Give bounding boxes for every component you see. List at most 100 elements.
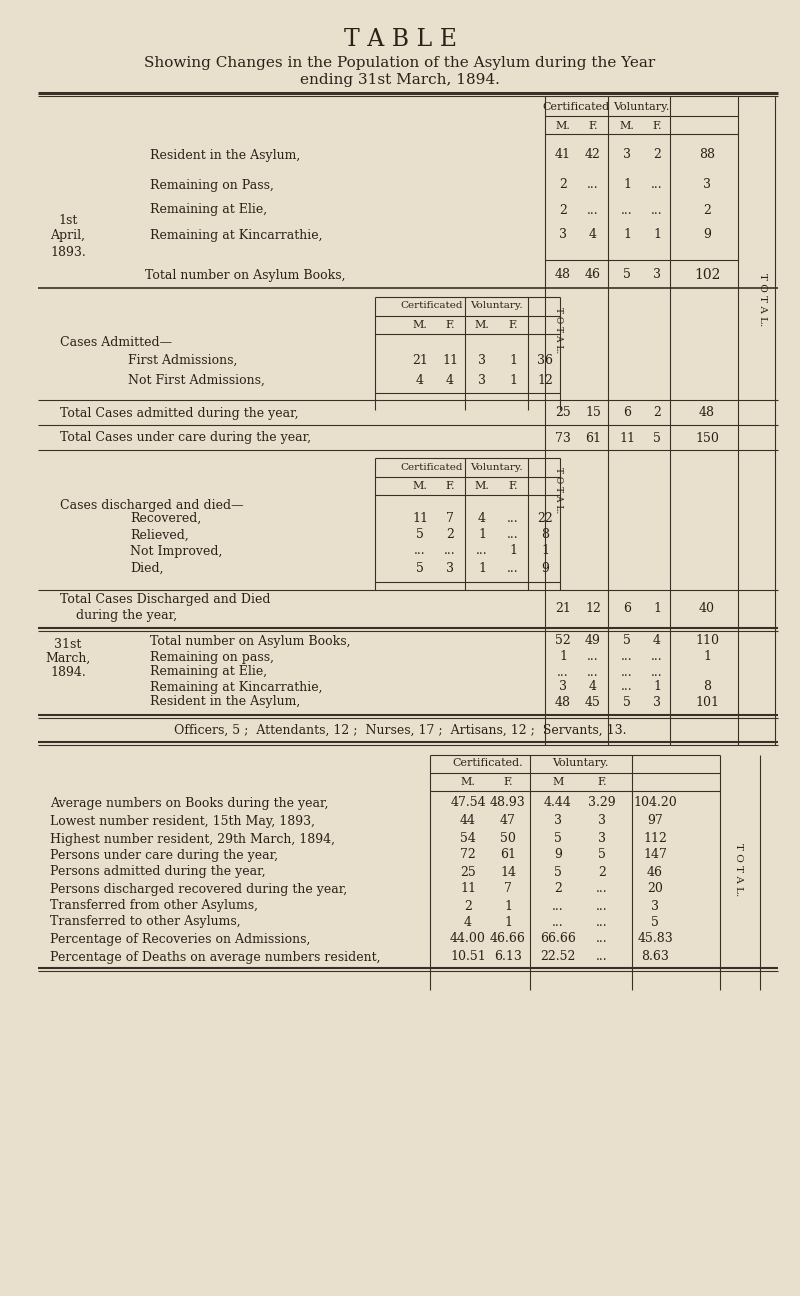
Text: 11: 11 (442, 354, 458, 367)
Text: ...: ... (414, 544, 426, 557)
Text: 5: 5 (653, 432, 661, 445)
Text: Percentage of Deaths on average numbers resident,: Percentage of Deaths on average numbers … (50, 950, 381, 963)
Text: 6: 6 (623, 407, 631, 420)
Text: T A B L E: T A B L E (343, 29, 457, 51)
Text: Not Improved,: Not Improved, (130, 544, 222, 557)
Text: 4.44: 4.44 (544, 797, 572, 810)
Text: 15: 15 (585, 407, 601, 420)
Text: T O T A L.: T O T A L. (734, 844, 742, 897)
Text: 48.93: 48.93 (490, 797, 526, 810)
Text: Transferred to other Asylums,: Transferred to other Asylums, (50, 915, 241, 928)
Text: Persons discharged recovered during the year,: Persons discharged recovered during the … (50, 883, 347, 896)
Text: Total number on Asylum Books,: Total number on Asylum Books, (145, 268, 346, 281)
Text: Voluntary.: Voluntary. (470, 463, 522, 472)
Text: 49: 49 (585, 635, 601, 648)
Text: 1: 1 (504, 899, 512, 912)
Text: ...: ... (596, 950, 608, 963)
Text: Total Cases under care during the year,: Total Cases under care during the year, (60, 432, 311, 445)
Text: 46: 46 (647, 866, 663, 879)
Text: 4: 4 (653, 635, 661, 648)
Text: 54: 54 (460, 832, 476, 845)
Text: Remaining at Kincarrathie,: Remaining at Kincarrathie, (150, 228, 322, 241)
Text: 1: 1 (478, 529, 486, 542)
Text: 1: 1 (653, 601, 661, 614)
Text: 1: 1 (509, 373, 517, 386)
Text: 8: 8 (703, 680, 711, 693)
Text: 2: 2 (559, 179, 567, 192)
Text: 150: 150 (695, 432, 719, 445)
Text: Remaining at Elie,: Remaining at Elie, (150, 203, 267, 216)
Text: 25: 25 (555, 407, 571, 420)
Text: M.: M. (474, 320, 490, 330)
Text: Highest number resident, 29th March, 1894,: Highest number resident, 29th March, 189… (50, 832, 335, 845)
Text: 45.83: 45.83 (637, 933, 673, 946)
Text: ...: ... (621, 666, 633, 679)
Text: 1893.: 1893. (50, 245, 86, 258)
Text: 1: 1 (623, 228, 631, 241)
Text: 2: 2 (464, 899, 472, 912)
Text: F.: F. (508, 481, 518, 491)
Text: ...: ... (507, 512, 519, 525)
Text: 48: 48 (555, 696, 571, 709)
Text: 46.66: 46.66 (490, 933, 526, 946)
Text: Resident in the Asylum,: Resident in the Asylum, (150, 149, 300, 162)
Text: Remaining on Pass,: Remaining on Pass, (150, 179, 274, 192)
Text: 5: 5 (416, 529, 424, 542)
Text: 45: 45 (585, 696, 601, 709)
Text: 2: 2 (703, 203, 711, 216)
Text: 11: 11 (412, 512, 428, 525)
Text: 1: 1 (653, 228, 661, 241)
Text: M.: M. (555, 121, 570, 131)
Text: Voluntary.: Voluntary. (470, 302, 522, 311)
Text: 3: 3 (598, 832, 606, 845)
Text: 3: 3 (653, 696, 661, 709)
Text: Officers, 5 ;  Attendants, 12 ;  Nurses, 17 ;  Artisans, 12 ;  Servants, 13.: Officers, 5 ; Attendants, 12 ; Nurses, 1… (174, 723, 626, 736)
Text: 12: 12 (585, 601, 601, 614)
Text: 40: 40 (699, 601, 715, 614)
Text: Voluntary.: Voluntary. (552, 758, 608, 769)
Text: ...: ... (476, 544, 488, 557)
Text: ...: ... (444, 544, 456, 557)
Text: 73: 73 (555, 432, 571, 445)
Text: ...: ... (587, 666, 599, 679)
Text: T O T A L.: T O T A L. (554, 467, 562, 513)
Text: 3: 3 (703, 179, 711, 192)
Text: 4: 4 (589, 228, 597, 241)
Text: 61: 61 (585, 432, 601, 445)
Text: 10.51: 10.51 (450, 950, 486, 963)
Text: Remaining at Elie,: Remaining at Elie, (150, 666, 267, 679)
Text: March,: March, (46, 652, 90, 665)
Text: Persons admitted during the year,: Persons admitted during the year, (50, 866, 266, 879)
Text: 2: 2 (653, 149, 661, 162)
Text: 3: 3 (559, 228, 567, 241)
Text: 48: 48 (699, 407, 715, 420)
Text: 112: 112 (643, 832, 667, 845)
Text: 3.29: 3.29 (588, 797, 616, 810)
Text: Persons under care during the year,: Persons under care during the year, (50, 849, 278, 862)
Text: 1: 1 (653, 680, 661, 693)
Text: 9: 9 (703, 228, 711, 241)
Text: ...: ... (621, 680, 633, 693)
Text: 1: 1 (559, 651, 567, 664)
Text: ...: ... (651, 651, 663, 664)
Text: ...: ... (552, 899, 564, 912)
Text: Voluntary.: Voluntary. (613, 102, 669, 111)
Text: 3: 3 (446, 561, 454, 574)
Text: 22: 22 (537, 512, 553, 525)
Text: M.: M. (413, 481, 427, 491)
Text: ...: ... (596, 933, 608, 946)
Text: Certificated.: Certificated. (453, 758, 523, 769)
Text: 1: 1 (509, 544, 517, 557)
Text: 6.13: 6.13 (494, 950, 522, 963)
Text: Percentage of Recoveries on Admissions,: Percentage of Recoveries on Admissions, (50, 933, 310, 946)
Text: First Admissions,: First Admissions, (128, 354, 238, 367)
Text: 1st: 1st (58, 214, 78, 227)
Text: Certificated: Certificated (542, 102, 610, 111)
Text: Total Cases Discharged and Died: Total Cases Discharged and Died (60, 594, 270, 607)
Text: ...: ... (552, 915, 564, 928)
Text: ...: ... (596, 883, 608, 896)
Text: 66.66: 66.66 (540, 933, 576, 946)
Text: 44: 44 (460, 814, 476, 828)
Text: ...: ... (587, 179, 599, 192)
Text: 3: 3 (653, 268, 661, 281)
